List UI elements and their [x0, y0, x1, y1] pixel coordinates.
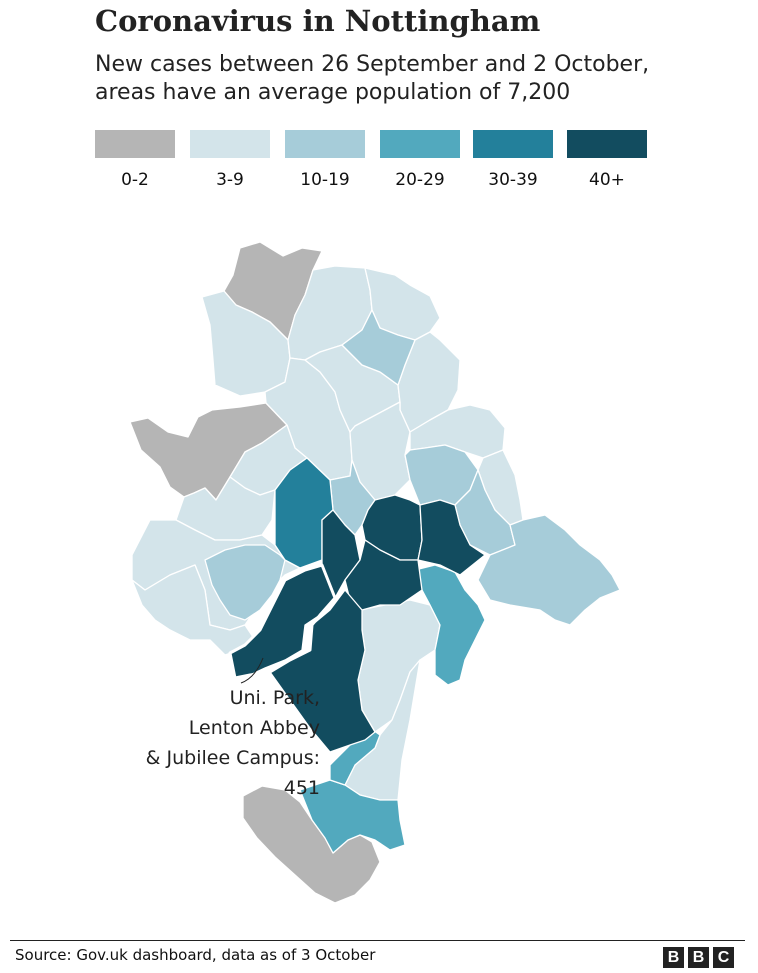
legend-item-40-plus: 40+ — [567, 130, 647, 190]
legend-swatch — [190, 130, 270, 158]
legend-swatch — [380, 130, 460, 158]
subtitle-line-1: New cases between 26 September and 2 Oct… — [95, 52, 650, 77]
legend-label: 10-19 — [300, 170, 350, 190]
legend-label: 40+ — [589, 170, 625, 190]
annotation-line-1: Uni. Park, — [229, 687, 320, 709]
bbc-logo-letter: B — [663, 947, 684, 968]
legend-item-20-29: 20-29 — [380, 130, 460, 190]
area-south-b — [299, 779, 406, 854]
area-southeast — [414, 564, 486, 686]
legend-item-10-19: 10-19 — [285, 130, 365, 190]
bbc-logo-letter: C — [713, 947, 734, 968]
legend-label: 30-39 — [488, 170, 538, 190]
area-north-b — [341, 309, 416, 386]
subtitle-line-2: areas have an average population of 7,20… — [95, 80, 571, 105]
legend-label: 20-29 — [395, 170, 445, 190]
legend-item-0-2: 0-2 — [95, 130, 175, 190]
area-far-east — [477, 514, 621, 626]
area-south — [242, 785, 381, 904]
legend-swatch — [473, 130, 553, 158]
annotation-line-3: & Jubilee Campus: — [145, 747, 320, 769]
area-west-c — [204, 544, 286, 621]
annotation-leader-line — [240, 657, 264, 684]
legend-swatch — [285, 130, 365, 158]
bbc-logo-letter: B — [688, 947, 709, 968]
legend-swatch — [95, 130, 175, 158]
legend-item-30-39: 30-39 — [473, 130, 553, 190]
area-south-c — [329, 727, 381, 786]
map-title: Coronavirus in Nottingham — [95, 4, 541, 38]
map-subtitle: New cases between 26 September and 2 Oct… — [95, 51, 735, 107]
area-east-dark — [417, 499, 486, 576]
color-legend: 0-2 3-9 10-19 20-29 30-39 40+ — [95, 130, 655, 200]
source-note: Source: Gov.uk dashboard, data as of 3 O… — [15, 946, 376, 964]
legend-swatch — [567, 130, 647, 158]
legend-label: 3-9 — [216, 170, 244, 190]
legend-item-3-9: 3-9 — [190, 130, 270, 190]
highlight-outline — [228, 563, 337, 680]
footer-divider — [10, 940, 745, 941]
annotation-line-4: 451 — [283, 777, 320, 799]
highlight-annotation: Uni. Park, Lenton Abbey & Jubilee Campus… — [105, 683, 320, 803]
annotation-line-2: Lenton Abbey — [188, 717, 320, 739]
legend-label: 0-2 — [121, 170, 149, 190]
